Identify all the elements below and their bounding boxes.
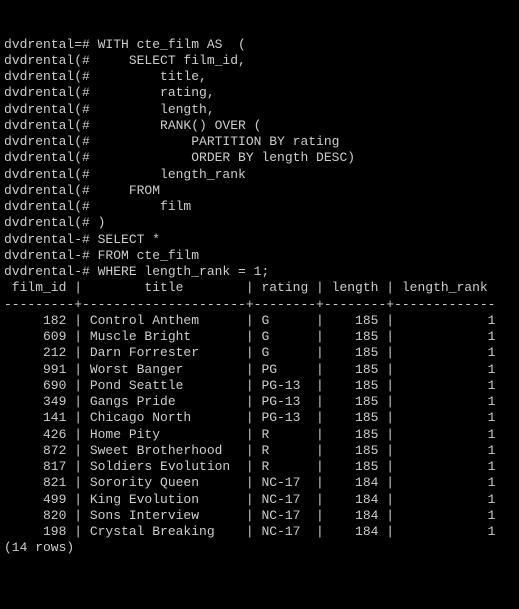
terminal-line: dvdrental-# WHERE length_rank = 1; (4, 264, 515, 280)
terminal-line: 141 | Chicago North | PG-13 | 185 | 1 (4, 410, 515, 426)
terminal-line: 872 | Sweet Brotherhood | R | 185 | 1 (4, 443, 515, 459)
terminal-line: dvdrental(# length_rank (4, 167, 515, 183)
terminal-line: 182 | Control Anthem | G | 185 | 1 (4, 313, 515, 329)
terminal-line: 821 | Sorority Queen | NC-17 | 184 | 1 (4, 475, 515, 491)
terminal-line: (14 rows) (4, 540, 515, 556)
terminal-line: 499 | King Evolution | NC-17 | 184 | 1 (4, 492, 515, 508)
terminal-line: dvdrental(# title, (4, 69, 515, 85)
terminal-line: 426 | Home Pity | R | 185 | 1 (4, 427, 515, 443)
terminal-line: dvdrental(# length, (4, 102, 515, 118)
terminal-line: 991 | Worst Banger | PG | 185 | 1 (4, 362, 515, 378)
terminal-line: dvdrental=# WITH cte_film AS ( (4, 37, 515, 53)
terminal-line: dvdrental(# film (4, 199, 515, 215)
terminal-line: 212 | Darn Forrester | G | 185 | 1 (4, 345, 515, 361)
terminal-line: dvdrental(# ORDER BY length DESC) (4, 150, 515, 166)
terminal-line: 609 | Muscle Bright | G | 185 | 1 (4, 329, 515, 345)
terminal-line: 690 | Pond Seattle | PG-13 | 185 | 1 (4, 378, 515, 394)
terminal-line: 820 | Sons Interview | NC-17 | 184 | 1 (4, 508, 515, 524)
terminal-output: dvdrental=# WITH cte_film AS (dvdrental(… (4, 37, 515, 557)
terminal-line: dvdrental-# FROM cte_film (4, 248, 515, 264)
terminal-line: dvdrental(# SELECT film_id, (4, 53, 515, 69)
terminal-line: dvdrental(# ) (4, 215, 515, 231)
terminal-line: ---------+---------------------+--------… (4, 297, 515, 313)
terminal-line: dvdrental(# rating, (4, 85, 515, 101)
terminal-line: film_id | title | rating | length | leng… (4, 280, 515, 296)
terminal-line: dvdrental(# PARTITION BY rating (4, 134, 515, 150)
terminal-line: dvdrental(# FROM (4, 183, 515, 199)
terminal-line: 817 | Soldiers Evolution | R | 185 | 1 (4, 459, 515, 475)
terminal-line: 349 | Gangs Pride | PG-13 | 185 | 1 (4, 394, 515, 410)
terminal-line: dvdrental-# SELECT * (4, 232, 515, 248)
terminal-line: dvdrental(# RANK() OVER ( (4, 118, 515, 134)
terminal-line: 198 | Crystal Breaking | NC-17 | 184 | 1 (4, 524, 515, 540)
